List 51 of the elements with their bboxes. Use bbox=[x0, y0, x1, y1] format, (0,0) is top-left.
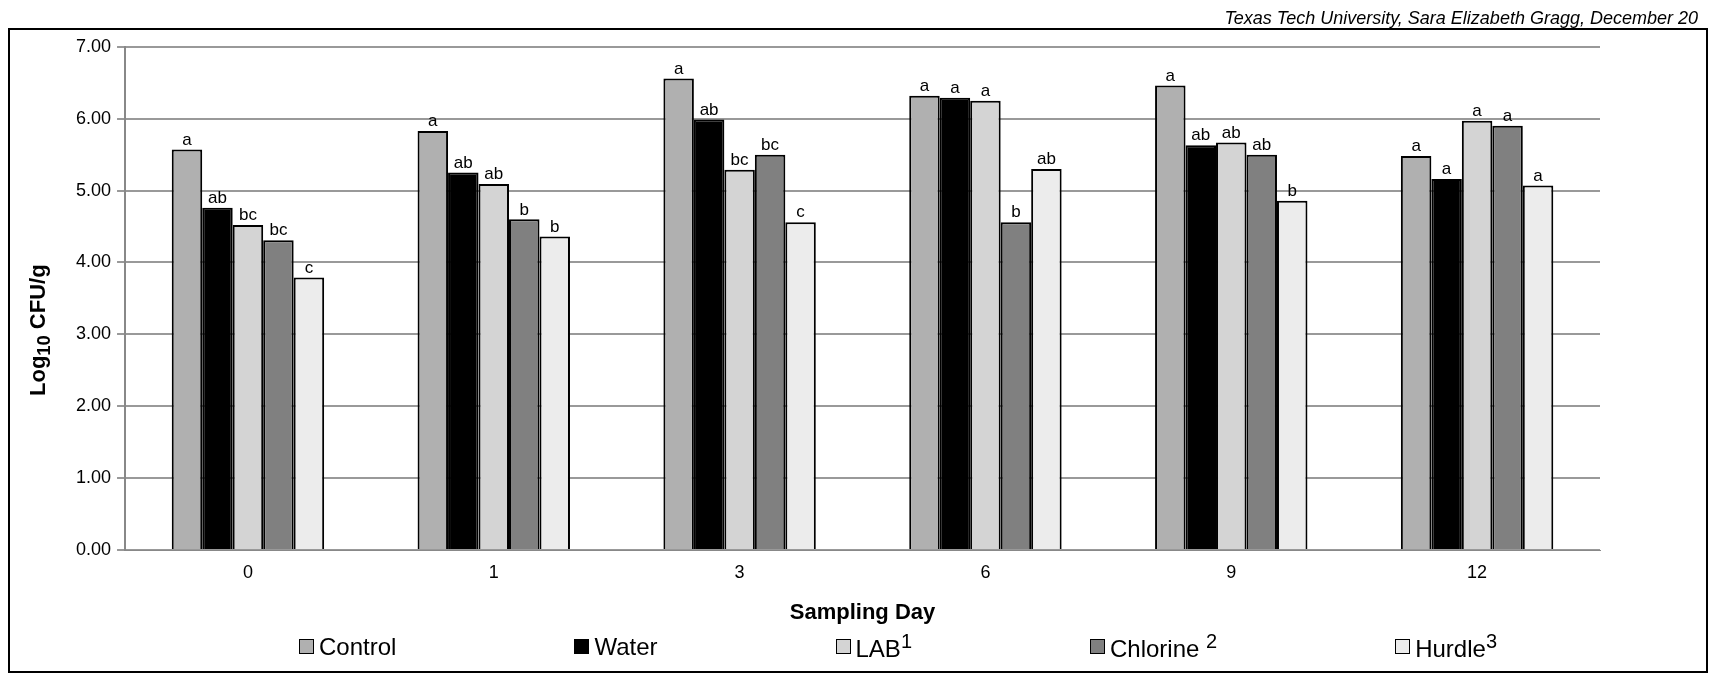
data-label: a bbox=[1533, 165, 1544, 185]
legend-label: Hurdle$^{3}$ bbox=[1415, 630, 1497, 663]
data-label: a bbox=[673, 58, 684, 78]
y-tick-label: 1.00 bbox=[75, 467, 112, 488]
y-tick-label: 0.00 bbox=[75, 538, 112, 559]
x-tick-label: 6 bbox=[980, 561, 991, 582]
y-tick-label: 3.00 bbox=[75, 323, 112, 344]
data-label: a bbox=[1165, 65, 1176, 85]
x-tick-label: 9 bbox=[1226, 561, 1237, 582]
y-tick-label: 7.00 bbox=[75, 35, 112, 56]
data-label: a bbox=[919, 75, 930, 95]
data-label: c bbox=[796, 202, 806, 222]
data-label: b bbox=[519, 199, 529, 219]
y-tick-label: 6.00 bbox=[75, 107, 112, 128]
text: Texas Tech University, Sara Elizabeth Gragg, December 20 bbox=[1223, 8, 1699, 28]
data-label: a bbox=[1472, 101, 1483, 121]
data-label: a bbox=[1441, 159, 1452, 179]
x-tick-label: 12 bbox=[1467, 561, 1488, 582]
data-label: bc bbox=[238, 205, 258, 225]
data-label: ab bbox=[1252, 134, 1272, 154]
data-label: b bbox=[550, 216, 560, 236]
data-label: ab bbox=[1221, 122, 1241, 142]
y-tick-label: 5.00 bbox=[75, 179, 112, 200]
y-tick-label: 2.00 bbox=[75, 395, 112, 416]
data-label: ab bbox=[1191, 125, 1211, 145]
data-label: ab bbox=[208, 188, 227, 208]
legend-label: Chlorine $^{2}$ bbox=[1110, 630, 1218, 663]
data-label: ab bbox=[699, 99, 719, 119]
data-label: a bbox=[428, 111, 439, 131]
data-label: ab bbox=[484, 164, 504, 184]
data-label: b bbox=[1287, 180, 1297, 200]
data-label: ab bbox=[453, 152, 473, 172]
x-axis-title: Sampling Day bbox=[789, 598, 937, 624]
data-label: ab bbox=[1036, 149, 1056, 169]
y-tick-label: 4.00 bbox=[75, 251, 112, 272]
data-label: bc bbox=[269, 220, 288, 240]
x-tick-label: 1 bbox=[488, 561, 499, 582]
x-tick-label: 0 bbox=[242, 561, 253, 582]
legend-label: LAB$^{1}$ bbox=[855, 630, 912, 663]
data-label: a bbox=[950, 78, 961, 98]
data-label: a bbox=[1502, 106, 1513, 126]
data-label: a bbox=[1411, 136, 1422, 156]
legend-label: Control bbox=[319, 632, 397, 661]
data-label: a bbox=[980, 80, 991, 100]
data-label: c bbox=[304, 257, 314, 277]
data-label: b bbox=[1011, 202, 1021, 222]
data-label: bc bbox=[730, 149, 750, 169]
legend-label: Water bbox=[594, 632, 658, 661]
data-label: a bbox=[182, 129, 193, 149]
x-tick-label: 3 bbox=[734, 561, 745, 582]
data-label: bc bbox=[761, 134, 780, 154]
